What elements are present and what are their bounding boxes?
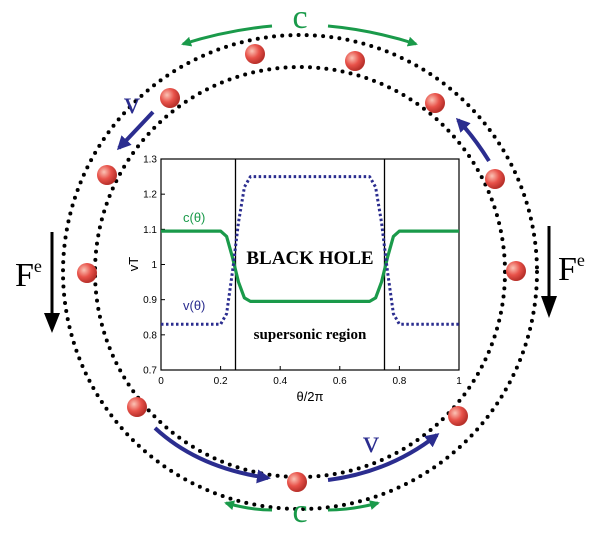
v-label-upper-left: v: [124, 84, 140, 120]
force-label-left: Fe: [15, 256, 42, 294]
x-axis-label: θ/2π: [296, 389, 323, 404]
y-tick-label: 0.9: [143, 295, 157, 306]
force-label-right: Fe: [558, 250, 585, 288]
x-tick-label: 0: [158, 376, 164, 387]
v-arrow-lower-left: [153, 426, 271, 484]
c-arrow-top-left: [181, 24, 273, 47]
v-arrow-upper-left: [116, 110, 155, 151]
particle: [448, 406, 468, 426]
v-arrow-upper-right: [455, 117, 491, 163]
particle: [77, 263, 97, 283]
force-arrow-left: [44, 232, 60, 333]
plot-frame: [160, 158, 460, 371]
c-arrow-bottom-right: [327, 500, 380, 512]
x-tick-label: 0.6: [333, 376, 347, 387]
series-label-v: v(θ): [183, 298, 205, 313]
particle: [127, 397, 147, 417]
series-line-v: [161, 175, 459, 326]
inner-chart: 0 0.2 0.4 0.6 0.8 1 0.7 0.8 0.9 1 1.1 1.2 1.3 c(θ) v…: [126, 155, 462, 405]
black-hole-annotation: BLACK HOLE: [246, 248, 373, 269]
c-arrow-bottom-left: [224, 500, 273, 512]
particle: [345, 51, 365, 71]
inner-dotted-ring: [93, 65, 507, 479]
x-tick-label: 0.2: [214, 376, 228, 387]
supersonic-annotation: supersonic region: [254, 327, 367, 343]
x-tick-label: 1: [456, 376, 462, 387]
y-axis-label: vT: [126, 257, 141, 272]
c-label-top: c: [292, 0, 307, 36]
particle: [506, 261, 526, 281]
v-arrow-lower-right: [327, 433, 440, 482]
x-tick-label: 0.8: [392, 376, 406, 387]
y-tick-label: 1: [151, 260, 157, 271]
particle: [485, 169, 505, 189]
particle: [287, 472, 307, 492]
particle: [425, 93, 445, 113]
y-tick-label: 0.7: [143, 366, 157, 377]
data-series: [161, 175, 459, 326]
series-label-c: c(θ): [183, 210, 205, 225]
particle: [160, 88, 180, 108]
c-label-bottom: c: [292, 493, 307, 530]
particle: [97, 165, 117, 185]
force-label-left-sup: e: [34, 256, 42, 276]
x-tick-label: 0.4: [273, 376, 287, 387]
y-tick-label: 1.3: [143, 155, 157, 166]
particles: [77, 44, 526, 492]
y-tick-label: 0.8: [143, 330, 157, 341]
y-tick-label: 1.2: [143, 190, 157, 201]
outer-dotted-ring: [61, 33, 539, 511]
v-label-lower-right: v: [363, 423, 379, 459]
tick-labels: 0 0.2 0.4 0.6 0.8 1 0.7 0.8 0.9 1 1.1 1.2 1.3: [143, 155, 462, 388]
force-label-right-sup: e: [577, 250, 585, 270]
series-line-c: [161, 229, 459, 303]
c-arrow-top-right: [327, 24, 418, 47]
axis-ticks: [160, 158, 460, 371]
y-tick-label: 1.1: [143, 225, 157, 236]
particle: [245, 44, 265, 64]
force-arrow-right: [541, 226, 557, 318]
